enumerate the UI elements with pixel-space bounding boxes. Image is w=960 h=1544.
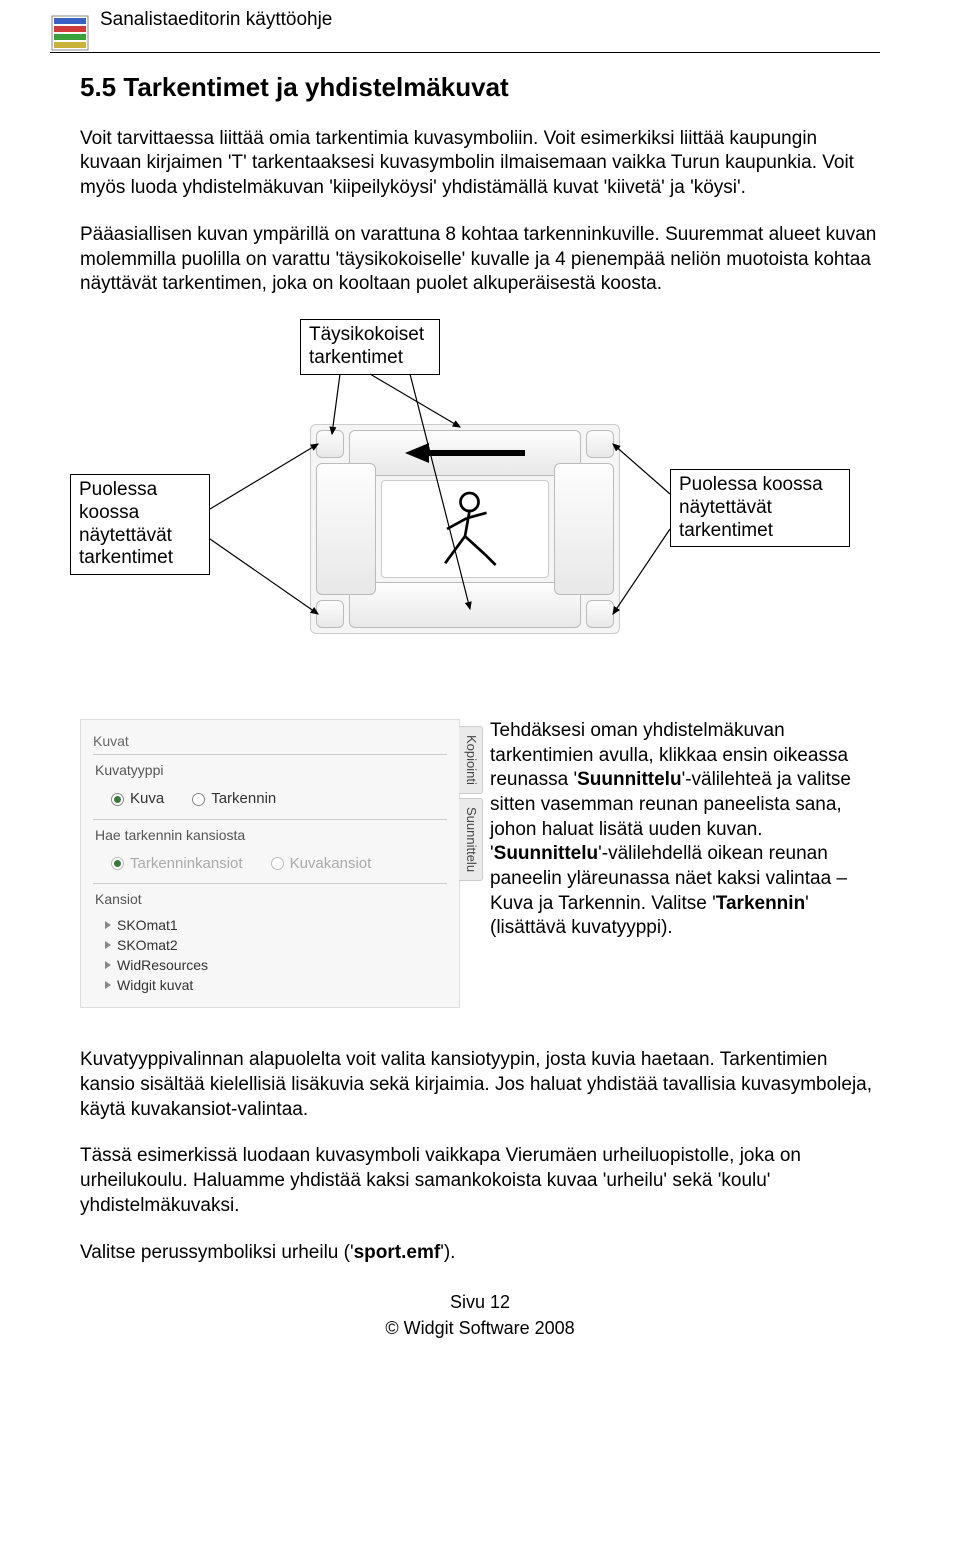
radio-tarkennin[interactable]: Tarkennin (192, 789, 276, 809)
radio-kuva-label: Kuva (130, 789, 164, 809)
tree-expand-icon (105, 981, 111, 989)
page-header: Sanalistaeditorin käyttöohje (50, 6, 880, 53)
p5-bold: sport.emf (354, 1242, 441, 1263)
tab-suunnittelu[interactable]: Suunnittelu (459, 798, 483, 881)
tree-expand-icon (105, 941, 111, 949)
folder-item[interactable]: Widgit kuvat (105, 975, 447, 995)
header-title: Sanalistaeditorin käyttöohje (100, 6, 332, 33)
label-fullsize: Täysikokoiset tarkentimet (300, 319, 440, 375)
radio-tarkenninkansiot-label: Tarkenninkansiot (130, 854, 243, 874)
slot-topleft (316, 430, 344, 458)
paragraph-3: Kuvatyyppivalinnan alapuolelta voit vali… (80, 1048, 880, 1122)
slot-left (316, 463, 376, 595)
folder-label: Widgit kuvat (117, 976, 193, 994)
qualifier-grid (310, 424, 620, 634)
folder-item[interactable]: WidResources (105, 955, 447, 975)
section-title: 5.5 Tarkentimet ja yhdistelmäkuvat (80, 71, 880, 105)
folder-item[interactable]: SKOmat1 (105, 915, 447, 935)
p5-post: '). (440, 1242, 455, 1263)
slot-center (381, 480, 549, 578)
app-icon (50, 12, 90, 52)
page-number: Sivu 12 (80, 1291, 880, 1314)
folder-list: SKOmat1 SKOmat2 WidResources Widgit kuva… (93, 913, 447, 996)
copyright: © Widgit Software 2008 (80, 1317, 880, 1340)
slot-top (349, 430, 581, 476)
tab-kopiointi[interactable]: Kopiointi (459, 726, 483, 794)
slot-bottom (349, 582, 581, 628)
instruction-text: Tehdäksesi oman yhdistelmäkuvan tarkenti… (490, 719, 880, 941)
radio-kuva[interactable]: Kuva (111, 789, 164, 809)
folder-item[interactable]: SKOmat2 (105, 935, 447, 955)
radio-tarkenninkansiot: Tarkenninkansiot (111, 854, 243, 874)
radio-tarkennin-label: Tarkennin (211, 789, 276, 809)
radio-icon (111, 793, 124, 806)
folder-label: WidResources (117, 956, 208, 974)
subgroup-hae: Hae tarkennin kansiosta (95, 826, 447, 844)
tree-expand-icon (105, 961, 111, 969)
folder-label: SKOmat1 (117, 916, 178, 934)
folder-label: SKOmat2 (117, 936, 178, 954)
slot-right (554, 463, 614, 595)
radio-icon (192, 793, 205, 806)
group-kuvat: Kuvat (93, 732, 447, 750)
slot-bottomright (586, 600, 614, 628)
radio-icon (111, 857, 124, 870)
subgroup-kuvatyyppi: Kuvatyyppi (95, 761, 447, 779)
slot-topright (586, 430, 614, 458)
qualifier-diagram: Täysikokoiset tarkentimet Puolessa kooss… (80, 319, 880, 669)
page-footer: Sivu 12 © Widgit Software 2008 (80, 1291, 880, 1340)
paragraph-1: Voit tarvittaessa liittää omia tarkentim… (80, 127, 880, 201)
paragraph-4: Tässä esimerkissä luodaan kuvasymboli va… (80, 1144, 880, 1218)
label-halfsize-right: Puolessa koossa näytettävät tarkentimet (670, 469, 850, 547)
slot-bottomleft (316, 600, 344, 628)
radio-kuvakansiot: Kuvakansiot (271, 854, 372, 874)
design-panel: Kopiointi Suunnittelu Kuvat Kuvatyyppi K… (80, 719, 460, 1009)
radio-kuvakansiot-label: Kuvakansiot (290, 854, 372, 874)
subgroup-kansiot: Kansiot (95, 890, 447, 908)
tree-expand-icon (105, 921, 111, 929)
paragraph-2: Pääasiallisen kuvan ympärillä on varattu… (80, 223, 880, 297)
paragraph-5: Valitse perussymboliksi urheilu ('sport.… (80, 1241, 880, 1266)
radio-icon (271, 857, 284, 870)
p5-pre: Valitse perussymboliksi urheilu (' (80, 1242, 354, 1263)
label-halfsize-left: Puolessa koossa näytettävät tarkentimet (70, 474, 210, 575)
